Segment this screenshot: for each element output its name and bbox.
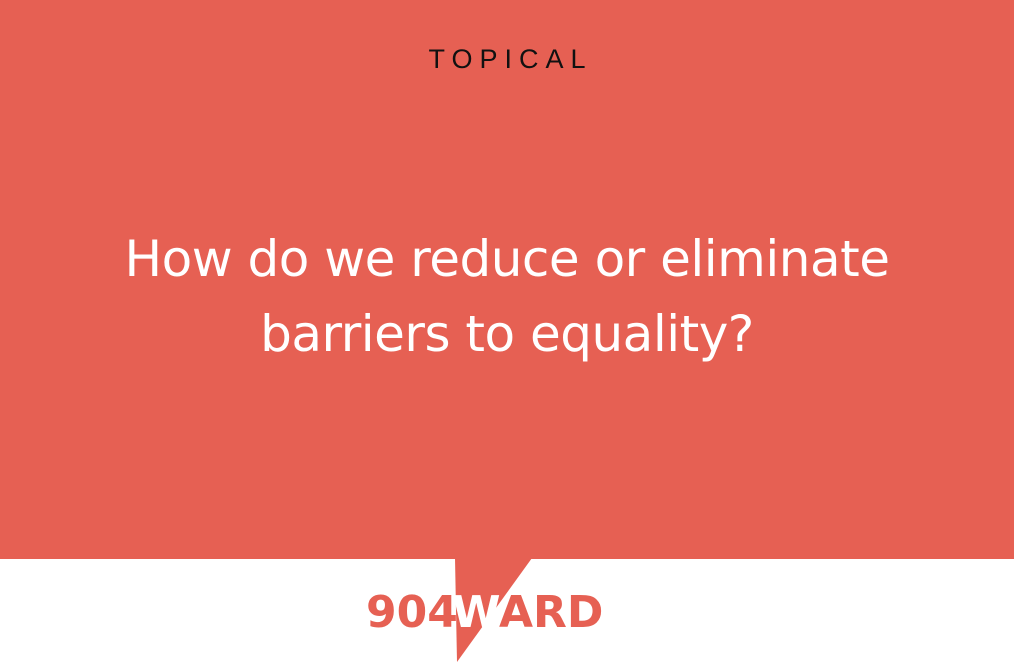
- logo-text-w: W: [452, 587, 501, 634]
- brand-logo: 904 W ARD: [366, 587, 603, 634]
- topic-panel: TOPICAL How do we reduce or eliminate ba…: [0, 0, 1014, 559]
- category-label: TOPICAL: [428, 44, 593, 74]
- question-text: How do we reduce or eliminate barriers t…: [124, 230, 890, 363]
- logo-text-ard: ARD: [499, 587, 603, 634]
- logo-text-904: 904: [366, 587, 458, 634]
